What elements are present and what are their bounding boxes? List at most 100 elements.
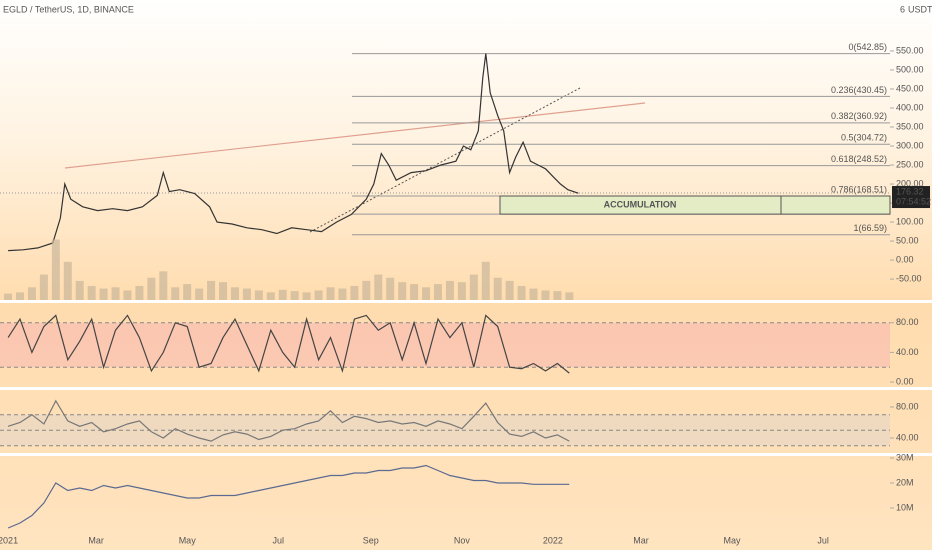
volume-bar <box>410 284 419 300</box>
fib-label: 0.236(430.45) <box>831 85 887 95</box>
separator <box>0 387 932 390</box>
volume-bar <box>565 292 574 300</box>
separator <box>0 300 932 303</box>
x-tick-label: Sep <box>363 535 379 545</box>
volume-bar <box>493 277 502 300</box>
y-tick-label: 550.00 <box>896 45 924 55</box>
y-tick-label: 50.00 <box>896 235 919 245</box>
fib-label: 0.618(248.52) <box>831 154 887 164</box>
y-tick-label: 80.00 <box>896 317 919 327</box>
countdown: 07:54:52 <box>896 196 931 206</box>
volume-bar <box>553 291 562 300</box>
fib-label: 0.382(360.92) <box>831 111 887 121</box>
volume-bar <box>422 287 431 300</box>
volume-bar <box>398 282 407 300</box>
currency: USDT <box>908 4 932 14</box>
accumulation-box <box>499 195 891 215</box>
accumulation-label: ACCUMULATION <box>604 199 677 209</box>
volume-bar <box>469 274 478 300</box>
currency-icon: 6 <box>900 4 905 14</box>
volume-bar <box>135 286 144 300</box>
fib-label: 1(66.59) <box>853 223 887 233</box>
volume-bar <box>4 293 13 300</box>
fib-label: 0.5(304.72) <box>841 133 887 143</box>
volume-bar <box>219 282 228 300</box>
volume-bar <box>123 290 132 300</box>
volume-bar <box>99 288 108 300</box>
series-line <box>7 464 570 529</box>
volume-bar <box>290 291 299 300</box>
volume-bar <box>27 287 36 300</box>
x-tick-label: Jul <box>272 535 284 545</box>
volume-bar <box>16 292 25 300</box>
x-tick-label: 2021 <box>0 535 18 545</box>
volume-bar <box>51 239 60 300</box>
volume-bar <box>254 290 263 300</box>
volume-bar <box>242 288 251 300</box>
y-tick-label: 30M <box>896 452 914 462</box>
x-tick-label: May <box>179 535 197 545</box>
fib-label: 0(542.85) <box>848 42 887 52</box>
volume-bar <box>39 274 48 300</box>
last-price-box <box>892 186 930 209</box>
x-tick-label: Nov <box>454 535 471 545</box>
series-line <box>7 399 570 442</box>
volume-bar <box>302 292 311 300</box>
volume-bar <box>433 284 442 300</box>
volume-bar <box>374 274 383 300</box>
volume-bar <box>481 261 490 300</box>
volume-bar <box>457 282 466 300</box>
last-price: 176.32 <box>896 186 924 196</box>
x-tick-label: Mar <box>88 535 104 545</box>
volume-bar <box>338 288 347 300</box>
y-tick-label: 450.00 <box>896 83 924 93</box>
volume-bar <box>326 287 335 300</box>
volume-bar <box>75 280 84 300</box>
volume-bar <box>159 271 168 300</box>
series-line <box>8 53 579 252</box>
volume-bar <box>541 290 550 300</box>
volume-bar <box>386 277 395 300</box>
y-tick-label: 40.00 <box>896 432 919 442</box>
volume-bar <box>445 280 454 300</box>
volume-bar <box>505 280 514 300</box>
y-tick-label: 400.00 <box>896 102 924 112</box>
y-tick-label: 80.00 <box>896 401 919 411</box>
x-tick-label: 2022 <box>543 535 563 545</box>
volume-bar <box>362 280 371 300</box>
y-tick-label: 20M <box>896 477 914 487</box>
volume-bar <box>171 287 180 300</box>
y-tick-label: 40.00 <box>896 347 919 357</box>
y-tick-label: 200.00 <box>896 178 924 188</box>
y-tick-label: 250.00 <box>896 159 924 169</box>
volume-bar <box>111 287 120 300</box>
volume-bar <box>63 261 72 300</box>
volume-bar <box>230 287 239 300</box>
y-tick-label: 100.00 <box>896 216 924 226</box>
volume-bar <box>350 286 359 300</box>
separator <box>0 453 932 456</box>
y-tick-label: 500.00 <box>896 64 924 74</box>
fib-label: 0.786(168.51) <box>831 184 887 194</box>
x-tick-label: Jul <box>817 535 829 545</box>
volume-bar <box>266 292 275 300</box>
volume-bar <box>517 286 526 300</box>
y-tick-label: 0.00 <box>896 376 914 386</box>
trend-line <box>64 102 646 169</box>
y-tick-label: 0.00 <box>896 254 914 264</box>
y-tick-label: 350.00 <box>896 121 924 131</box>
y-tick-label: 300.00 <box>896 140 924 150</box>
volume-bar <box>314 290 323 300</box>
volume-bar <box>278 289 287 300</box>
y-tick-label: 10M <box>896 502 914 512</box>
x-tick-label: Mar <box>633 535 649 545</box>
trend-line <box>309 87 581 233</box>
volume-bar <box>183 284 192 300</box>
x-tick-label: May <box>724 535 742 545</box>
volume-bar <box>195 288 204 300</box>
volume-bar <box>87 286 96 300</box>
series-line <box>7 314 570 374</box>
symbol-title: EGLD / TetherUS, 1D, BINANCE <box>3 4 134 14</box>
volume-bar <box>147 277 156 300</box>
